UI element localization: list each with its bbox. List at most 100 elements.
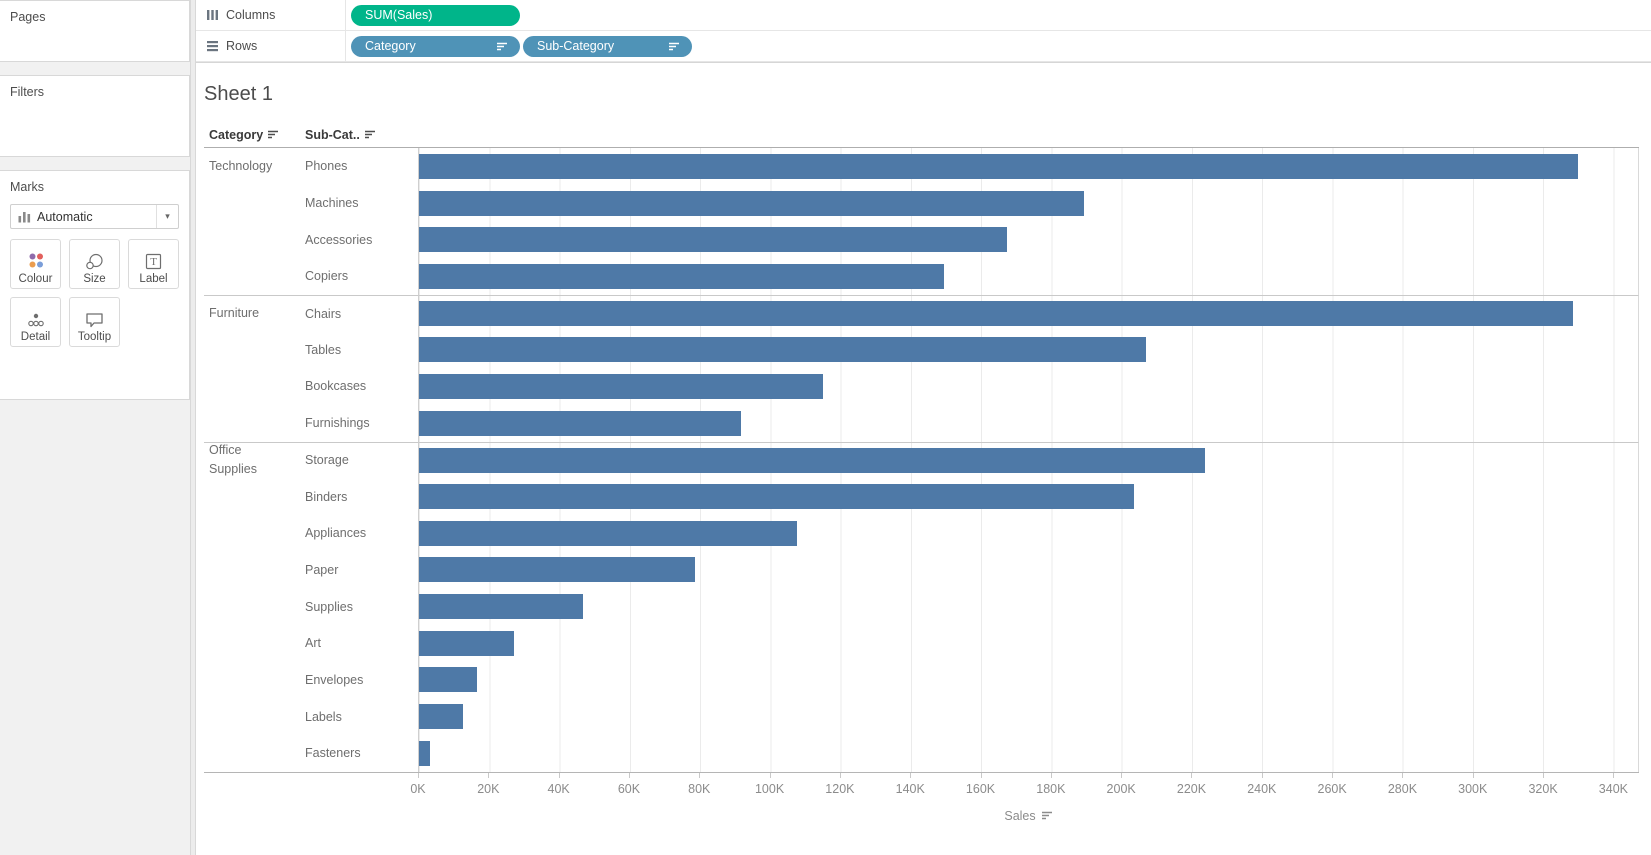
category-row-cell [204,735,300,772]
rows-shelf-icon [206,40,219,52]
subcategory-row-label[interactable]: Accessories [305,232,373,247]
bar-track [418,368,1639,405]
category-row-cell [204,368,300,405]
chevron-down-icon[interactable]: ▾ [156,205,178,228]
subcategory-row-label[interactable]: Phones [305,159,348,174]
bar[interactable] [419,594,583,620]
bar[interactable] [419,740,430,766]
pill-sum-sales[interactable]: SUM(Sales) [351,4,520,26]
bar[interactable] [419,190,1084,216]
bar-track [418,514,1639,552]
x-axis-tick: 240K [1247,781,1277,796]
bar[interactable] [419,227,1007,253]
subcategory-row-label[interactable]: Labels [305,709,342,724]
sort-icon[interactable] [268,130,279,139]
sort-icon[interactable] [669,42,680,51]
bar[interactable] [419,630,515,656]
bar[interactable] [419,263,945,289]
detail-icon [27,313,45,328]
subcategory-row-label[interactable]: Tables [305,342,342,357]
pill-sub-category[interactable]: Sub-Category [523,35,692,57]
bar-track [418,661,1639,699]
subcategory-row-label[interactable]: Bookcases [305,379,367,394]
subcategory-row-label[interactable]: Binders [305,489,348,504]
detail-button[interactable]: Detail [10,297,61,347]
mark-type-dropdown[interactable]: Automatic ▾ [10,204,179,229]
colour-button-label: Colour [18,273,53,285]
bar[interactable] [419,410,742,436]
bar[interactable] [419,447,1206,473]
bar[interactable] [419,557,695,583]
x-axis-tick: 340K [1598,781,1628,796]
category-row-cell: Furniture [204,294,300,332]
subcategory-row-label[interactable]: Envelopes [305,672,364,687]
rows-shelf[interactable]: Rows Category Sub-Category [196,31,1651,62]
sort-icon[interactable] [364,130,376,139]
tooltip-button[interactable]: Tooltip [69,297,120,347]
subcategory-row-label[interactable]: Supplies [305,599,353,614]
bar-track [418,588,1639,625]
x-axis-tick-mark [1261,772,1263,778]
subcategory-row-label[interactable]: Art [305,636,321,651]
bar[interactable] [419,520,797,546]
bar-track [418,478,1639,515]
pill-category[interactable]: Category [351,35,520,57]
bar-track [418,404,1639,442]
pages-panel[interactable]: Pages [0,0,190,62]
sheet-title: Sheet 1 [204,83,273,105]
x-axis-tick-mark [910,772,912,778]
bar-track [418,331,1639,369]
column-header-spacer [418,122,1639,148]
bar[interactable] [419,484,1134,510]
bar-chart-icon [18,211,31,223]
category-row-cell [204,258,300,295]
subcategory-row-label[interactable]: Fasteners [305,746,361,761]
x-axis-title[interactable]: Sales [418,803,1639,829]
x-axis-tick-mark [1402,772,1404,778]
subcategory-row-label[interactable]: Furnishings [305,416,370,431]
bar[interactable] [419,667,477,693]
category-row-cell [204,221,300,258]
size-button[interactable]: Size [69,239,120,289]
category-row-cell: Technology [204,148,300,185]
label-button[interactable]: T Label [128,239,179,289]
x-axis-tick-mark [980,772,982,778]
columns-shelf-label: Columns [226,8,276,22]
sort-icon[interactable] [497,42,508,51]
bar[interactable] [419,373,823,399]
x-axis-tick: 280K [1387,781,1418,796]
subcategory-row-label[interactable]: Paper [305,562,339,577]
category-row-cell [204,478,300,515]
subcategory-row-label[interactable]: Chairs [300,294,418,332]
bar[interactable] [419,301,1573,327]
x-axis-tick-mark [418,772,419,778]
pill-label: Sub-Category [537,39,615,53]
category-row-cell [204,588,300,625]
subcategory-row-label[interactable]: Copiers [305,269,349,284]
x-axis-track[interactable]: 0K 20K 40K 60K 80K 100K 120K 140K 160K 180K 200K 22… [410,772,1638,803]
columns-shelf[interactable]: Columns SUM(Sales) [196,0,1651,31]
subcategory-row-label[interactable]: Storage [300,441,418,479]
tooltip-icon [85,312,104,328]
subcategory-row-label[interactable]: Machines [305,196,359,211]
bar[interactable] [419,153,1579,179]
category-row-label[interactable]: Furniture [209,306,260,321]
x-axis-tick: 100K [754,781,785,796]
bar[interactable] [419,704,463,730]
column-header-subcategory[interactable]: Sub-Cat.. [300,122,418,148]
bar[interactable] [419,337,1147,363]
x-axis-tick-mark [1472,772,1474,778]
x-axis-tick-mark [1050,772,1052,778]
category-row-label[interactable]: Office Supplies [209,443,257,477]
column-header-category[interactable]: Category [204,122,300,148]
subcategory-row-label[interactable]: Appliances [305,526,367,541]
x-axis-tick-mark [1332,772,1334,778]
filters-panel[interactable]: Filters [0,75,190,157]
tooltip-button-label: Tooltip [77,331,112,343]
rows-shelf-label: Rows [226,39,258,53]
marks-buttons: Colour Size T [0,237,190,349]
colour-button[interactable]: Colour [10,239,61,289]
mark-type-value: Automatic [37,209,93,224]
sort-icon[interactable] [1041,811,1053,820]
category-row-label[interactable]: Technology [209,158,273,173]
